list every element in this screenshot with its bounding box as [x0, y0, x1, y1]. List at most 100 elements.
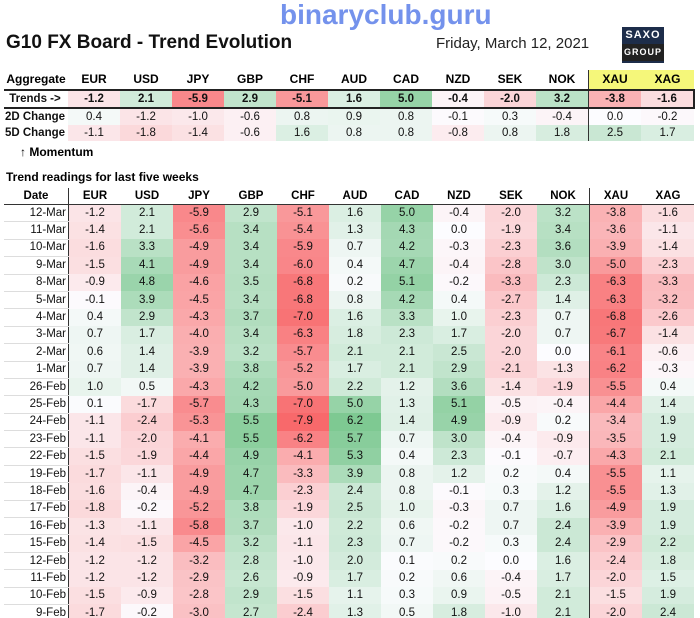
value-cell-jpy: -4.9 [173, 239, 225, 257]
value-cell-nzd: 1.7 [433, 326, 485, 344]
value-cell-xag: -0.2 [641, 108, 694, 125]
value-cell-eur: -0.9 [68, 274, 121, 292]
table-row: 2-Mar 0.6 1.4 -3.9 3.2 -5.7 2.1 2.1 2.5 -2.0 0.0 -6… [4, 343, 694, 362]
value-cell-eur: 0.4 [68, 108, 120, 125]
value-cell-cad: 4.3 [381, 221, 433, 240]
value-cell-gbp: 4.2 [225, 378, 277, 396]
value-cell-usd: 2.9 [121, 308, 173, 327]
value-cell-xau: 0.0 [588, 108, 641, 125]
weekly-subtitle: Trend readings for last five weeks [6, 170, 199, 184]
value-cell-chf: -7.0 [277, 308, 329, 327]
value-cell-nok: 1.6 [537, 552, 590, 570]
value-cell-aud: 1.7 [329, 361, 381, 379]
value-cell-cad: 5.0 [381, 204, 433, 222]
date-cell: 18-Feb [4, 482, 69, 501]
value-cell-usd: 4.1 [121, 256, 173, 275]
value-cell-cad: 2.1 [381, 343, 433, 362]
value-cell-cad: 3.3 [381, 308, 433, 327]
column-header-cad: CAD [381, 188, 433, 205]
value-cell-chf: -5.7 [277, 343, 329, 362]
value-cell-jpy: -4.9 [173, 465, 225, 483]
value-cell-xag: -0.6 [642, 343, 694, 362]
value-cell-chf: -5.0 [277, 378, 329, 396]
value-cell-xau: -3.8 [589, 204, 642, 222]
value-cell-xag: 1.9 [642, 587, 694, 605]
value-cell-usd: 1.4 [121, 343, 173, 362]
value-cell-chf: -6.8 [277, 291, 329, 309]
value-cell-xag: -0.3 [642, 361, 694, 379]
value-cell-chf: 0.8 [276, 108, 328, 125]
value-cell-nok: 0.2 [537, 413, 590, 431]
value-cell-usd: -0.2 [121, 500, 173, 518]
value-cell-usd: 2.1 [120, 89, 172, 109]
table-row: 11-Feb -1.2 -1.2 -2.9 2.6 -0.9 1.7 0.2 0.6 -0.4 1.… [4, 569, 694, 588]
value-cell-xag: 1.5 [642, 569, 694, 588]
value-cell-gbp: 3.2 [225, 343, 277, 362]
value-cell-aud: 2.5 [329, 500, 381, 518]
date-cell: 4-Mar [4, 308, 69, 327]
value-cell-xau: -5.5 [589, 465, 642, 483]
value-cell-usd: 3.3 [121, 239, 173, 257]
value-cell-nok: 3.6 [537, 239, 590, 257]
value-cell-aud: 1.6 [328, 89, 380, 109]
value-cell-jpy: -5.3 [173, 413, 225, 431]
page-title: G10 FX Board - Trend Evolution [6, 32, 293, 53]
value-cell-xag: -3.3 [642, 274, 694, 292]
value-cell-xau: 2.5 [588, 125, 641, 141]
value-cell-chf: -6.2 [277, 430, 329, 448]
value-cell-jpy: -1.0 [172, 108, 224, 125]
value-cell-jpy: -5.7 [173, 395, 225, 414]
value-cell-sek: 0.3 [485, 482, 537, 501]
value-cell-xau: -6.3 [589, 274, 642, 292]
value-cell-xag: -1.6 [641, 89, 695, 109]
value-cell-sek: 0.0 [485, 552, 537, 570]
value-cell-nok: 1.6 [537, 500, 590, 518]
table-row: 9-Mar -1.5 4.1 -4.9 3.4 -6.0 0.4 4.7 -0.4 -2.8 3.0… [4, 256, 694, 275]
value-cell-sek: -0.5 [485, 587, 537, 605]
value-cell-gbp: 2.9 [225, 587, 277, 605]
value-cell-cad: 1.4 [381, 413, 433, 431]
value-cell-cad: 2.1 [381, 361, 433, 379]
value-cell-xau: -4.4 [589, 395, 642, 414]
column-header-xau: XAU [588, 70, 641, 90]
value-cell-xau: -6.1 [589, 343, 642, 362]
date-cell: 12-Feb [4, 552, 69, 571]
value-cell-xau: -2.4 [589, 552, 642, 570]
table-row: 8-Mar -0.9 4.8 -4.6 3.5 -6.8 0.2 5.1 -0.2 -3.3 2.3… [4, 274, 694, 292]
column-header-nok: NOK [537, 188, 590, 205]
value-cell-eur: -1.6 [68, 482, 121, 501]
value-cell-usd: -1.8 [120, 125, 172, 141]
date-cell: 23-Feb [4, 430, 69, 449]
value-cell-chf: -5.2 [277, 361, 329, 379]
value-cell-eur: -1.2 [68, 89, 120, 109]
value-cell-cad: 1.3 [381, 395, 433, 414]
value-cell-usd: -1.7 [121, 395, 173, 414]
value-cell-usd: -1.1 [121, 517, 173, 535]
value-cell-sek: -2.7 [485, 291, 537, 309]
value-cell-cad: 0.3 [381, 587, 433, 605]
value-cell-nok: 2.4 [537, 517, 590, 535]
table-row: 12-Feb -1.2 -1.2 -3.2 2.8 -1.0 2.0 0.1 0.2 0.0 1.6… [4, 552, 694, 571]
table-row: 4-Mar 0.4 2.9 -4.3 3.7 -7.0 1.6 3.3 1.0 -2.3 0.7 -6… [4, 308, 694, 327]
value-cell-eur: -1.5 [68, 587, 121, 605]
value-cell-eur: -1.3 [68, 517, 121, 535]
table-row: 10-Feb -1.5 -0.9 -2.8 2.9 -1.5 1.1 0.3 0.9 -0.5 2.… [4, 587, 694, 605]
value-cell-chf: -2.4 [277, 604, 329, 618]
value-cell-xag: 2.2 [642, 534, 694, 553]
value-cell-xau: -5.0 [589, 256, 642, 275]
date-cell: 19-Feb [4, 465, 69, 484]
momentum-label: ↑ Momentum [20, 145, 94, 159]
value-cell-gbp: 3.4 [225, 326, 277, 344]
value-cell-jpy: -4.9 [173, 256, 225, 275]
value-cell-sek: 0.7 [485, 517, 537, 535]
value-cell-usd: -1.2 [121, 569, 173, 588]
value-cell-xau: -6.8 [589, 308, 642, 327]
column-header-jpy: JPY [186, 72, 210, 86]
value-cell-nok: 2.1 [537, 604, 590, 618]
value-cell-nzd: -0.4 [432, 89, 484, 109]
column-header-usd: USD [133, 72, 159, 86]
value-cell-eur: -1.2 [68, 552, 121, 570]
value-cell-eur: -0.1 [68, 291, 121, 309]
value-cell-usd: -0.2 [121, 604, 173, 618]
date-header: Date [4, 188, 69, 205]
